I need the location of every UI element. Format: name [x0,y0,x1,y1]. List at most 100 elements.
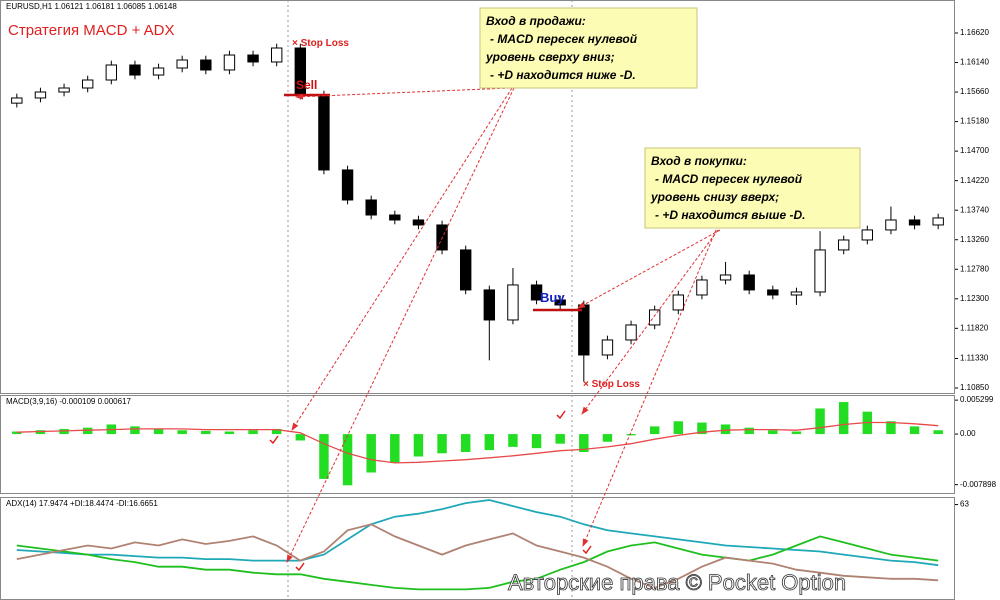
line [16,535,939,591]
candle-body [743,274,755,291]
candle-body [908,219,921,226]
y-tick-label: 1.11820 [960,323,989,332]
macd-bar [390,434,400,463]
y-tick-label: 1.12780 [960,264,989,273]
macd-bar [673,421,684,435]
candle-body [270,47,283,63]
macd-bar [413,434,424,457]
candle-body [11,97,23,104]
candle-body [223,54,236,71]
y-tick-label: 1.14220 [960,176,989,185]
line [16,523,939,589]
macd-bar [295,434,306,441]
sell-note-box [479,7,698,89]
y-tick-label: 1.16620 [960,28,989,37]
candle-body [507,284,519,321]
candle-body [412,219,425,226]
macd-bar [35,430,46,435]
macd-bar [201,430,211,435]
buy-note-box [644,147,861,229]
macd-bar [579,434,589,453]
candle-body [648,309,661,326]
buy-note: - +D находится выше -D. [655,208,805,222]
watermark: Авторские права © Pocket Option [508,570,846,595]
candle-body [176,59,188,69]
macd-bar [602,434,613,442]
candle-body [152,67,165,76]
candle-body [365,199,377,216]
candle-body [932,217,944,226]
macd-bar [720,424,731,435]
macd-label: MACD(3,9,16) -0.000109 0.000617 [6,397,132,406]
y-tick-label: 1.13740 [960,205,989,214]
candle-body [767,289,779,296]
candle-body [672,294,685,311]
candle-body [554,299,566,306]
macd-bar [626,434,636,436]
macd-bar [12,431,22,435]
macd-bar [224,431,235,435]
adx-label: ADX(14) 17.9474 +DI:18.4474 -DI:16.6651 [6,499,158,508]
y-tick-label: 1.13260 [960,235,989,244]
y-tick-label: 1.12300 [960,294,989,303]
macd-bar [697,422,707,435]
candle-body [318,94,330,171]
candle-body [341,169,354,201]
arrows [269,87,721,572]
candle-body [34,91,47,99]
price-label: EURUSD,H1 1.06121 1.06181 1.06085 1.0614… [6,2,177,11]
candle-body [389,214,401,221]
buy-note: - MACD пересек нулевой [655,172,803,186]
candle-body [58,87,70,93]
macd-bar [153,428,164,435]
candle-body [814,249,826,293]
chart-title: Стратегия MACD + ADX [8,22,175,39]
y-tick-label: 1.15660 [960,87,989,96]
candle-body [530,284,543,301]
macd-bar [744,427,754,435]
price-panel [0,0,955,394]
stop-loss: × Stop Loss [292,38,349,49]
macd-bar [437,434,447,454]
line [16,499,939,567]
macd-bar [531,434,542,449]
macd-bar [248,430,258,435]
macd-bar [271,428,282,435]
y-tick-label: 0.00 [960,429,976,438]
y-tick-label: 0.005299 [960,395,994,404]
macd-bar [130,426,140,435]
macd-bar [886,421,896,435]
y-tick-label: 63 [960,500,969,509]
candle-body [696,279,708,296]
candle-body [200,59,212,71]
buy-label: Buy [540,290,565,305]
macd-bar [768,430,778,435]
sell-note: уровень сверху вниз; [485,50,615,64]
candle-body [81,79,94,89]
sell-note: Вход в продажи: [486,14,586,28]
macd-bar [82,427,93,435]
y-tick-label: 1.11330 [960,354,989,363]
candle-body [837,239,850,251]
buy-note: Вход в покупки: [651,154,747,168]
candle-body [885,219,897,231]
buy-note: уровень снизу вверх; [650,190,779,204]
plot: 1.16620 1.16140 1.15660 1.15180 1.14700 1.142… [11,28,997,591]
y-tick-label: 1.15180 [960,117,989,126]
candle-body [861,229,874,241]
line [16,421,939,464]
macd-panel [0,395,955,494]
macd-bar [366,434,376,473]
macd-bar [319,434,329,479]
macd-bar [838,402,849,435]
macd-bar [177,430,187,435]
stop-loss: × Stop Loss [583,379,640,390]
y-tick-label: 1.10850 [960,383,989,392]
sell-note: - MACD пересек нулевой [490,32,638,46]
macd-bar [484,434,495,451]
macd-bar [649,426,660,435]
macd-bar [342,434,353,486]
y-tick-label: 1.14700 [960,146,989,155]
